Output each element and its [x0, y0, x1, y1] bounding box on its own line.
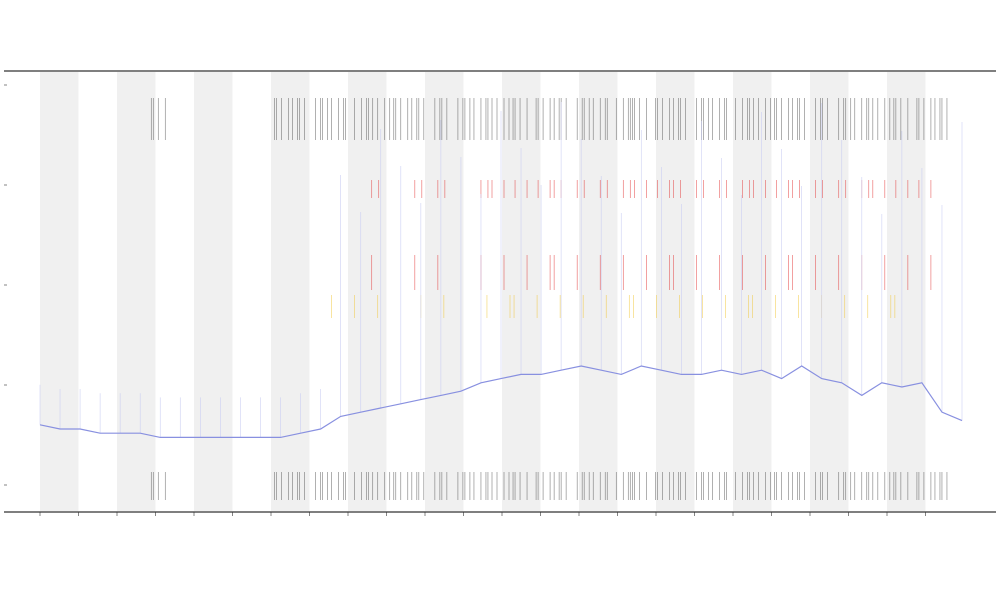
series-layer [39, 102, 963, 438]
shaded-bands [40, 72, 926, 511]
shaded-band [887, 72, 926, 511]
shaded-band [40, 72, 79, 511]
shaded-band [117, 72, 156, 511]
y-axis-ticks [4, 84, 7, 486]
shaded-band [656, 72, 695, 511]
x-axis-ticks [39, 512, 926, 516]
shaded-band [194, 72, 233, 511]
shaded-band [425, 72, 464, 511]
series-line [39, 365, 963, 438]
shaded-band [348, 72, 387, 511]
shaded-band [733, 72, 772, 511]
shaded-band [579, 72, 618, 511]
